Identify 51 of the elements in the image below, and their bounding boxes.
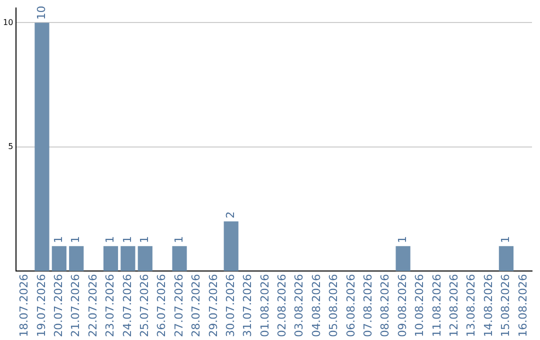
data-label: 10	[34, 6, 48, 20]
x-tick-label: 07.08.2026	[362, 274, 375, 338]
data-label: 1	[499, 236, 512, 244]
x-tick-label: 10.08.2026	[413, 274, 426, 338]
x-tick-label: 02.08.2026	[276, 274, 289, 338]
data-label: 1	[69, 236, 82, 244]
x-tick-label: 06.08.2026	[344, 274, 358, 338]
x-tick-label: 04.08.2026	[310, 274, 323, 338]
x-tick-label: 22.07.2026	[86, 274, 100, 338]
x-tick-label: 05.08.2026	[327, 274, 340, 338]
x-tick-label: 15.08.2026	[499, 274, 512, 338]
x-tick-label: 29.07.2026	[206, 274, 220, 338]
x-tick-label: 27.07.2026	[172, 274, 186, 338]
bar	[138, 246, 152, 272]
x-tick-label: 14.08.2026	[482, 274, 495, 338]
x-tick-label: 24.07.2026	[120, 274, 134, 338]
x-tick-label: 20.07.2026	[52, 274, 66, 338]
data-label: 2	[224, 211, 237, 218]
bar	[103, 246, 118, 272]
x-tick-label: 08.08.2026	[378, 274, 392, 338]
bar	[120, 246, 136, 272]
data-label: 1	[172, 236, 186, 244]
x-tick-label: 23.07.2026	[104, 274, 117, 338]
bar	[34, 22, 50, 272]
x-tick-label: 31.07.2026	[241, 274, 254, 338]
x-tick-label: 09.08.2026	[396, 274, 409, 338]
y-tick-label: 5	[8, 142, 14, 151]
bar	[52, 246, 66, 272]
data-label: 1	[52, 236, 66, 244]
data-label: 1	[138, 236, 151, 244]
bar	[69, 246, 84, 272]
bar	[172, 246, 187, 272]
x-tick-label: 28.07.2026	[190, 274, 203, 338]
bar	[224, 221, 238, 272]
x-tick-label: 01.08.2026	[258, 274, 272, 338]
data-label: 1	[104, 236, 117, 244]
x-tick-label: 25.07.2026	[138, 274, 151, 338]
x-tick-label: 26.07.2026	[155, 274, 168, 338]
x-tick-label: 13.08.2026	[464, 274, 478, 338]
bar	[498, 246, 514, 272]
x-tick-label: 11.08.2026	[430, 274, 444, 338]
x-tick-label: 16.08.2026	[516, 274, 530, 338]
x-tick-label: 12.08.2026	[447, 274, 460, 338]
x-tick-label: 18.07.2026	[18, 274, 31, 338]
x-tick-label: 21.07.2026	[69, 274, 82, 338]
data-label: 1	[120, 236, 134, 244]
x-tick-label: 19.07.2026	[34, 274, 48, 338]
x-tick-label: 30.07.2026	[224, 274, 237, 338]
data-label: 1	[396, 236, 409, 244]
bar	[396, 246, 410, 272]
x-tick-label: 03.08.2026	[292, 274, 306, 338]
